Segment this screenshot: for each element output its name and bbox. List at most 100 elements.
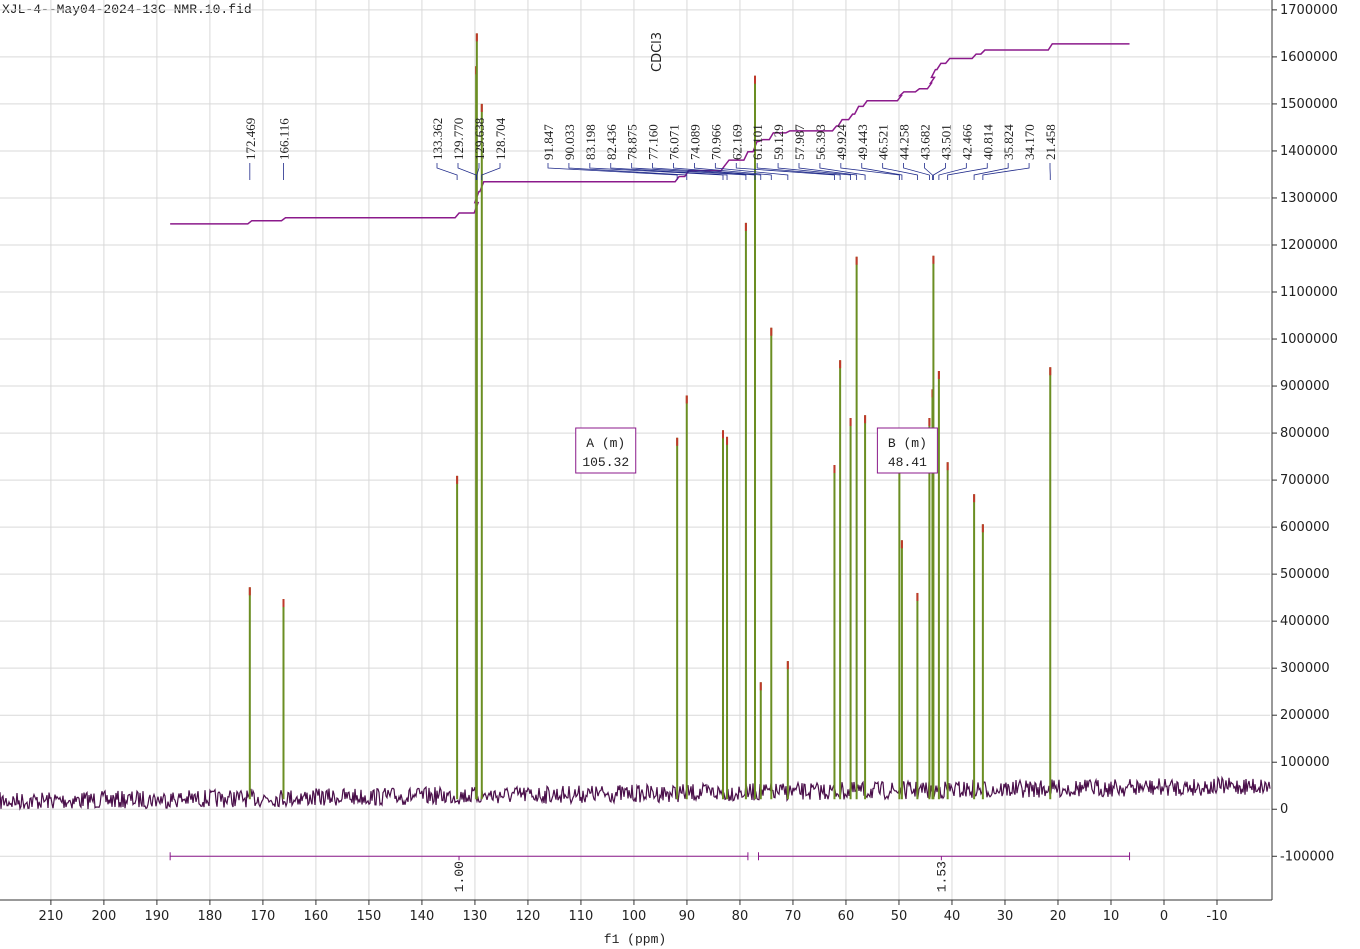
peak-label-leader [947,163,988,180]
y-tick-label: 300000 [1280,661,1330,676]
x-tick-label: 190 [144,909,169,924]
peak-label: 128.704 [493,117,508,160]
y-tick-label: 1200000 [1280,238,1338,253]
peak-label: 83.198 [583,124,598,160]
peak-label: 166.116 [276,118,291,160]
peak-label-leader [436,163,458,180]
x-tick-label: 150 [357,909,382,924]
peak-label: 49.924 [834,124,849,160]
x-tick-label: 60 [838,909,855,924]
peak-label: 61.101 [750,124,765,160]
peak-label-leader [673,163,762,180]
peak-label: 46.521 [876,124,891,160]
peak-label-leader [756,163,841,180]
y-tick-label: -100000 [1280,849,1334,864]
peak-label-leader [547,163,678,180]
y-tick-label: 500000 [1280,567,1330,582]
y-tick-label: 200000 [1280,708,1330,723]
peak-label: 74.089 [687,124,702,160]
peak-label-leader [476,163,480,180]
y-tick-label: 1300000 [1280,191,1338,206]
peak-label-leader [982,163,1030,180]
peak-label: 62.169 [729,124,744,160]
x-tick-label: 30 [997,909,1014,924]
x-tick-label: -10 [1206,909,1227,924]
peak-label: 133.362 [430,118,445,160]
peak-label-leader [631,163,747,180]
peak-label: 57.987 [792,124,807,160]
integral-label: 1.00 [452,861,467,892]
y-tick-label: 1700000 [1280,3,1338,18]
peak-label: 76.071 [667,124,682,160]
y-tick-label: 600000 [1280,520,1330,535]
y-tick-label: 1500000 [1280,97,1338,112]
x-tick-label: 200 [91,909,116,924]
solvent-label: CDCl3 [650,32,665,72]
x-tick-label: 0 [1160,909,1168,924]
x-tick-label: 110 [569,909,594,924]
multiplet-shift: 105.32 [582,455,629,470]
multiplet-name: A (m) [586,436,625,451]
peak-label: 59.129 [771,124,786,160]
y-tick-label: 400000 [1280,614,1330,629]
peak-label-leader [735,163,835,180]
peak-label: 40.814 [980,124,995,160]
x-tick-label: 80 [732,909,749,924]
x-tick-label: 210 [38,909,63,924]
peak-label-leader [973,163,1009,180]
y-tick-label: 100000 [1280,755,1330,770]
multiplet-name: B (m) [888,436,927,451]
peak-label: 172.469 [243,118,258,160]
x-tick-label: 120 [516,909,541,924]
y-tick-label: 1100000 [1280,285,1338,300]
x-tick-label: 40 [944,909,961,924]
multiplet-shift: 48.41 [888,455,927,470]
peak-label: 43.682 [918,124,933,160]
peak-label: 90.033 [562,124,577,160]
y-tick-label: 1000000 [1280,332,1338,347]
multiplet-box [575,427,637,474]
x-tick-label: 10 [1103,909,1120,924]
peak-label: 44.258 [897,124,912,160]
y-tick-label: 900000 [1280,379,1330,394]
peak-label: 82.436 [604,124,619,160]
x-tick-label: 20 [1050,909,1067,924]
peak-label-leader [610,163,728,180]
peak-label-leader [798,163,858,180]
peak-label-leader [481,163,501,180]
x-tick-label: 170 [250,909,275,924]
x-axis-label: f1 (ppm) [604,932,666,947]
multiplet-box [876,427,938,474]
x-tick-label: 70 [785,909,802,924]
peak-label-leader [882,163,918,180]
peak-label: 49.443 [855,124,870,160]
x-tick-label: 160 [303,909,328,924]
y-tick-label: 1600000 [1280,50,1338,65]
peak-label-leader [924,163,933,180]
x-tick-label: 180 [197,909,222,924]
y-tick-label: 800000 [1280,426,1330,441]
integral-curve [170,43,1130,225]
x-tick-label: 50 [891,909,908,924]
y-tick-label: 700000 [1280,473,1330,488]
peak-label: 129.638 [472,118,487,160]
peak-label: 43.501 [938,124,953,160]
peak-label-leader [938,163,967,180]
peak-label-leader [652,163,756,180]
peak-label: 70.966 [708,124,723,160]
integral-label: 1.53 [934,861,949,892]
peak-label: 42.466 [959,124,974,160]
peak-label: 34.170 [1022,124,1037,160]
peak-label-leader [819,163,866,180]
peak-label: 56.393 [813,124,828,160]
peak-label-leader [903,163,930,180]
peak-label: 21.458 [1043,124,1058,160]
x-tick-label: 130 [463,909,488,924]
x-tick-label: 140 [410,909,435,924]
peak-label-leader [568,163,688,180]
y-tick-label: 1400000 [1280,144,1338,159]
peak-label: 78.875 [625,124,640,160]
peak-label: 91.847 [541,124,556,160]
